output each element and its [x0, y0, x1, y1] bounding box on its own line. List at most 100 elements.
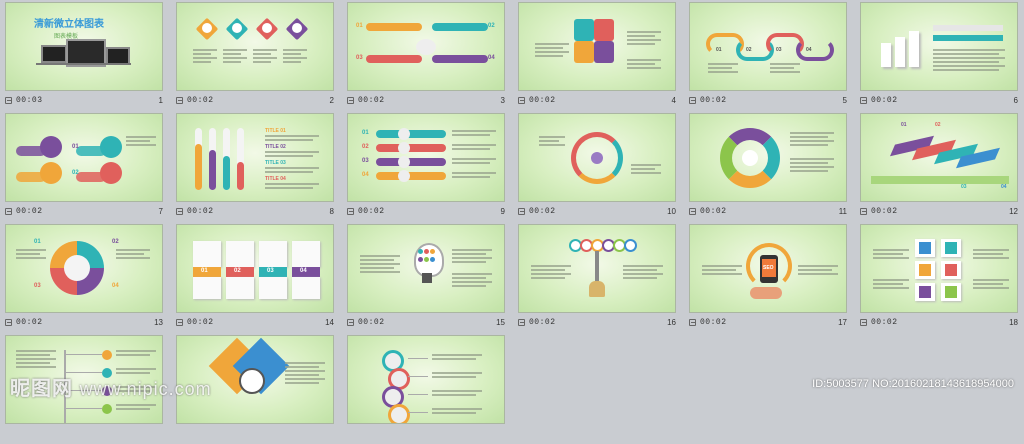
placeholder-text-line — [223, 53, 241, 55]
branch-line — [64, 390, 102, 391]
placeholder-text-line — [432, 358, 476, 360]
slide-preview[interactable] — [176, 2, 334, 91]
laptop-screen — [41, 45, 67, 63]
slide-thumbnail[interactable]: 00:02 15 — [342, 222, 513, 333]
placeholder-text-line — [285, 362, 325, 364]
bulb-dot — [430, 249, 435, 254]
slide-label: TITLE 04 — [265, 176, 286, 182]
placeholder-text-line — [223, 61, 241, 63]
placeholder-text-line — [126, 140, 150, 142]
bar-strip — [376, 158, 446, 166]
slide-preview[interactable]: 01 02 03 04 — [5, 224, 163, 313]
slide-preview[interactable]: 清新微立体图表 图表模板 — [5, 2, 163, 91]
slide-preview[interactable] — [860, 224, 1018, 313]
connector — [408, 412, 428, 413]
slide-thumbnail[interactable]: 00:02 2 — [171, 0, 342, 111]
slide-thumbnail[interactable]: 01 02 03 04 00:02 12 — [855, 111, 1024, 222]
slide-duration: 00:02 — [871, 96, 898, 105]
slide-preview[interactable]: 01 02 03 04 — [347, 2, 505, 91]
tile-icon — [945, 242, 957, 254]
slide-preview[interactable]: 01 02 03 04 — [689, 2, 847, 91]
slide-thumbnail[interactable]: 00:02 16 — [513, 222, 684, 333]
slide-thumbnail[interactable]: 00:02 10 — [513, 111, 684, 222]
placeholder-text-line — [535, 55, 563, 57]
card-top — [226, 241, 254, 267]
slide-preview[interactable] — [689, 113, 847, 202]
placeholder-text-line — [432, 412, 476, 414]
slide-thumbnail[interactable]: 00:02 6 — [855, 0, 1024, 111]
slide-thumbnail[interactable]: 00:02 4 — [513, 0, 684, 111]
slide-thumbnail[interactable]: 01 02 03 04 00:02 5 — [684, 0, 855, 111]
slide-label: 02 — [72, 170, 79, 176]
tile-icon — [945, 286, 957, 298]
placeholder-text-line — [452, 249, 492, 251]
slide-preview[interactable]: TITLE 01 TITLE 02 TITLE 03 TITLE 04 — [176, 113, 334, 202]
placeholder-text-line — [193, 53, 211, 55]
slide-preview[interactable]: 01 02 03 04 — [176, 224, 334, 313]
slide-thumbnail[interactable]: SEO 00:02 17 — [684, 222, 855, 333]
placeholder-text-line — [223, 57, 247, 59]
slide-preview[interactable] — [518, 2, 676, 91]
slide-meta: 00:02 16 — [518, 317, 678, 331]
placeholder-text-line — [432, 376, 476, 378]
slide-thumbnail[interactable] — [342, 333, 513, 444]
placeholder-text-line — [452, 273, 492, 275]
placeholder-text-line — [627, 63, 655, 65]
placeholder-text-line — [702, 273, 742, 275]
slide-thumbnail[interactable]: 清新微立体图表 图表模板 00:03 1 — [0, 0, 171, 111]
slide-meta: 00:02 7 — [5, 206, 165, 220]
card-band — [193, 267, 221, 277]
slide-thumbnail[interactable]: 01 02 03 04 00:02 14 — [171, 222, 342, 333]
placeholder-text-line — [265, 183, 319, 185]
placeholder-text-line — [539, 136, 565, 138]
slide-duration: 00:02 — [187, 207, 214, 216]
slide-preview[interactable]: 01 02 03 04 — [347, 113, 505, 202]
timing-icon — [347, 208, 354, 215]
placeholder-text-line — [627, 43, 655, 45]
placeholder-text-line — [539, 140, 559, 142]
placeholder-text-line — [973, 279, 1009, 281]
slide-thumbnail[interactable]: 00:02 11 — [684, 111, 855, 222]
timing-icon — [5, 97, 12, 104]
slide-label: 02 — [488, 23, 495, 29]
slide-preview[interactable] — [347, 224, 505, 313]
slide-preview[interactable]: SEO — [689, 224, 847, 313]
slide-preview[interactable] — [518, 113, 676, 202]
placeholder-text-line — [873, 287, 909, 289]
slide-thumbnail[interactable]: 01 02 00:02 7 — [0, 111, 171, 222]
placeholder-text-line — [531, 273, 571, 275]
slide-label: 02 — [935, 122, 941, 128]
slide-thumbnail[interactable]: 00:02 18 — [855, 222, 1024, 333]
slide-thumbnail[interactable]: 01 02 03 04 00:02 9 — [342, 111, 513, 222]
slide-label: 01 — [901, 122, 907, 128]
slide-thumbnail[interactable]: 01 02 03 04 00:02 3 — [342, 0, 513, 111]
slide-duration: 00:02 — [871, 207, 898, 216]
placeholder-text-line — [116, 368, 156, 370]
placeholder-text-line — [933, 65, 1005, 67]
slide-preview[interactable]: 01 02 03 04 — [860, 113, 1018, 202]
placeholder-text-line — [873, 257, 909, 259]
slide-preview[interactable] — [518, 224, 676, 313]
slide-preview[interactable] — [860, 2, 1018, 91]
placeholder-text-line — [283, 53, 301, 55]
slide-duration: 00:02 — [529, 318, 556, 327]
connector — [408, 376, 428, 377]
phone-screen — [762, 259, 776, 277]
placeholder-text-line — [193, 61, 211, 63]
timing-icon — [518, 319, 525, 326]
hourglass — [589, 281, 605, 297]
tube-fill — [209, 150, 216, 190]
slide-thumbnail[interactable]: 01 02 03 04 00:02 13 — [0, 222, 171, 333]
center-icon — [591, 152, 603, 164]
slide-preview[interactable]: 01 02 — [5, 113, 163, 202]
placeholder-text-line — [873, 279, 909, 281]
slide-duration: 00:02 — [529, 96, 556, 105]
slide-number: 12 — [1009, 207, 1018, 216]
slide-label: TITLE 01 — [265, 128, 286, 134]
slide-preview[interactable] — [347, 335, 505, 424]
slide-thumbnail[interactable]: TITLE 01 TITLE 02 TITLE 03 TITLE 04 00:02 8 — [171, 111, 342, 222]
placeholder-text-line — [116, 350, 156, 352]
slide-label: TITLE 02 — [265, 144, 286, 150]
slide-label: 04 — [488, 55, 495, 61]
placeholder-text-line — [770, 63, 800, 65]
